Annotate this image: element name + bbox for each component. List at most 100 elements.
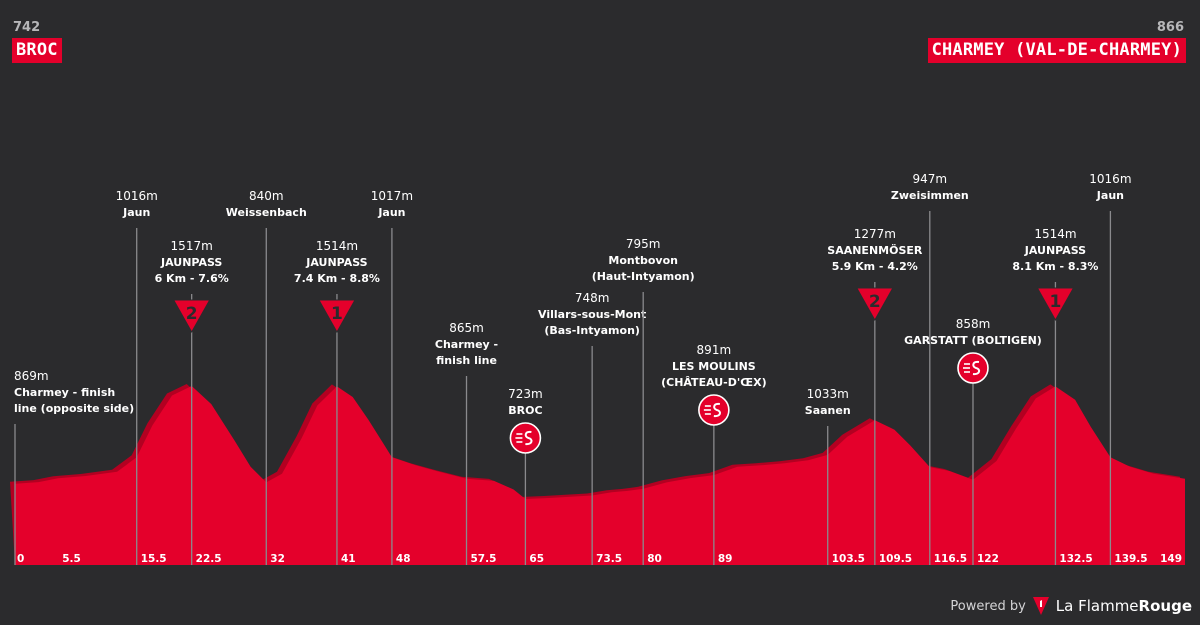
marker-label-line: Charmey - finish [14, 386, 115, 399]
brand-name: La FlammeRouge [1056, 597, 1192, 615]
km-tick-label: 109.5 [879, 553, 912, 565]
powered-by: Powered by La FlammeRouge [950, 593, 1192, 619]
marker-climb: 1514m JAUNPASS 7.4 Km - 8.8% 1 [294, 239, 380, 565]
km-tick-label: 132.5 [1059, 553, 1092, 565]
marker-label-line: Saanen [805, 404, 851, 417]
marker-label-line: Jaun [1096, 189, 1124, 202]
marker-label-line: JAUNPASS [305, 256, 367, 269]
km-tick-label: 48 [396, 553, 411, 565]
marker-layer: 869m Charmey - finish line (opposite side)… [14, 172, 1132, 565]
marker-label-line: GARSTATT (BOLTIGEN) [904, 334, 1042, 347]
marker-elevation: 947m [913, 172, 948, 186]
marker-elevation: 1033m [807, 387, 849, 401]
marker-point: 795m Montbovon (Haut-Intyamon) [592, 237, 695, 565]
climb-category-label: 1 [1050, 292, 1062, 312]
marker-label-line: Zweisimmen [891, 189, 969, 202]
marker-elevation: 1517m [171, 239, 213, 253]
marker-elevation: 1514m [316, 239, 358, 253]
marker-sprint: 858m GARSTATT (BOLTIGEN) [904, 317, 1042, 565]
marker-label-line: Jaun [377, 206, 405, 219]
marker-elevation: 795m [626, 237, 661, 251]
marker-sprint: 891m LES MOULINS (CHÂTEAU-D'ŒX) [661, 343, 767, 565]
km-tick-label: 139.5 [1114, 553, 1147, 565]
marker-elevation: 748m [575, 291, 610, 305]
marker-label-line: 8.1 Km - 8.3% [1012, 260, 1098, 273]
marker-point: 865m Charmey - finish line [435, 321, 498, 565]
marker-label-line: 6 Km - 7.6% [155, 272, 229, 285]
marker-elevation: 891m [697, 343, 732, 357]
sprint-icon-s [524, 430, 533, 446]
km-tick-label: 22.5 [196, 553, 222, 565]
marker-point: 748m Villars-sous-Mont (Bas-Intyamon) [538, 291, 646, 565]
finish-town-label: CHARMEY (VAL-DE-CHARMEY) [927, 38, 1186, 63]
marker-label-line: finish line [436, 354, 497, 367]
km-tick-label: 89 [718, 553, 733, 565]
marker-label-line: LES MOULINS [672, 360, 756, 373]
marker-point: 1016m Jaun [1089, 172, 1132, 565]
marker-elevation: 1277m [854, 227, 896, 241]
marker-point: 1017m Jaun [371, 189, 413, 565]
marker-climb: 1277m SAANENMÖSER 5.9 Km - 4.2% 2 [827, 227, 923, 565]
marker-elevation: 865m [449, 321, 484, 335]
climb-category-icon [855, 287, 894, 322]
km-tick-label: 57.5 [471, 553, 497, 565]
km-tick-label: 32 [270, 553, 285, 565]
marker-label-line: Charmey - [435, 338, 498, 351]
climb-category-label: 2 [869, 292, 881, 312]
km-tick-label: 80 [647, 553, 662, 565]
marker-point: 1033m Saanen [805, 387, 851, 565]
flame-logo-icon [1032, 597, 1049, 615]
km-tick-label: 103.5 [832, 553, 865, 565]
marker-label-line: Montbovon [608, 254, 678, 267]
km-tick-label: 73.5 [596, 553, 622, 565]
profile-area [15, 386, 1185, 565]
climb-category-icon [318, 299, 356, 334]
brand-light: La Flamme [1055, 597, 1139, 615]
marker-label-line: JAUNPASS [160, 256, 222, 269]
marker-label-line: SAANENMÖSER [827, 243, 923, 257]
marker-label-line: 7.4 Km - 8.8% [294, 272, 380, 285]
marker-climb: 1517m JAUNPASS 6 Km - 7.6% 2 [155, 239, 229, 565]
sprint-icon [957, 352, 989, 384]
km-tick-label: 122 [977, 553, 999, 565]
marker-elevation: 1016m [1089, 172, 1131, 186]
marker-label-line: 5.9 Km - 4.2% [832, 260, 918, 273]
marker-elevation: 840m [249, 189, 284, 203]
marker-label-line: (Bas-Intyamon) [544, 324, 640, 337]
km-tick-label: 5.5 [62, 553, 81, 565]
marker-elevation: 858m [956, 317, 991, 331]
sprint-icon-s [713, 402, 721, 418]
finish-elevation: 866 [1156, 20, 1184, 35]
marker-sprint: 723m BROC [508, 387, 543, 565]
marker-point: 1016m Jaun [116, 189, 158, 565]
marker-label-line: (CHÂTEAU-D'ŒX) [661, 376, 767, 389]
marker-elevation: 723m [508, 387, 543, 401]
marker-elevation: 1016m [116, 189, 158, 203]
km-tick-label: 0 [17, 553, 24, 565]
marker-point: 947m Zweisimmen [891, 172, 969, 565]
sprint-icon [509, 422, 542, 454]
marker-label-line: JAUNPASS [1024, 244, 1086, 257]
start-elevation: 742 [13, 20, 41, 35]
km-tick-label: 116.5 [934, 553, 967, 565]
km-tick-label: 41 [341, 553, 356, 565]
km-tick-label: 149 [1160, 553, 1182, 565]
powered-by-label: Powered by [950, 598, 1026, 614]
marker-point: 869m Charmey - finish line (opposite side) [14, 369, 134, 565]
marker-climb: 1514m JAUNPASS 8.1 Km - 8.3% 1 [1012, 227, 1098, 565]
sprint-icon-s [972, 360, 981, 376]
marker-label-line: Villars-sous-Mont [538, 308, 646, 321]
climb-category-label: 1 [331, 304, 343, 324]
km-tick-layer: 0 5.5 15.5 22.5 32 41 48 57.5 65 73.5 80 89 103.5 109… [17, 553, 1182, 565]
marker-elevation: 869m [14, 369, 49, 383]
climb-category-label: 2 [186, 304, 198, 324]
marker-label-line: Jaun [122, 206, 150, 219]
marker-label-line: Weissenbach [226, 206, 307, 219]
km-tick-label: 15.5 [141, 553, 167, 565]
marker-point: 840m Weissenbach [226, 189, 307, 565]
sprint-icon [698, 394, 730, 426]
marker-elevation: 1017m [371, 189, 413, 203]
climb-category-icon [1036, 287, 1075, 322]
km-tick-label: 65 [529, 553, 544, 565]
